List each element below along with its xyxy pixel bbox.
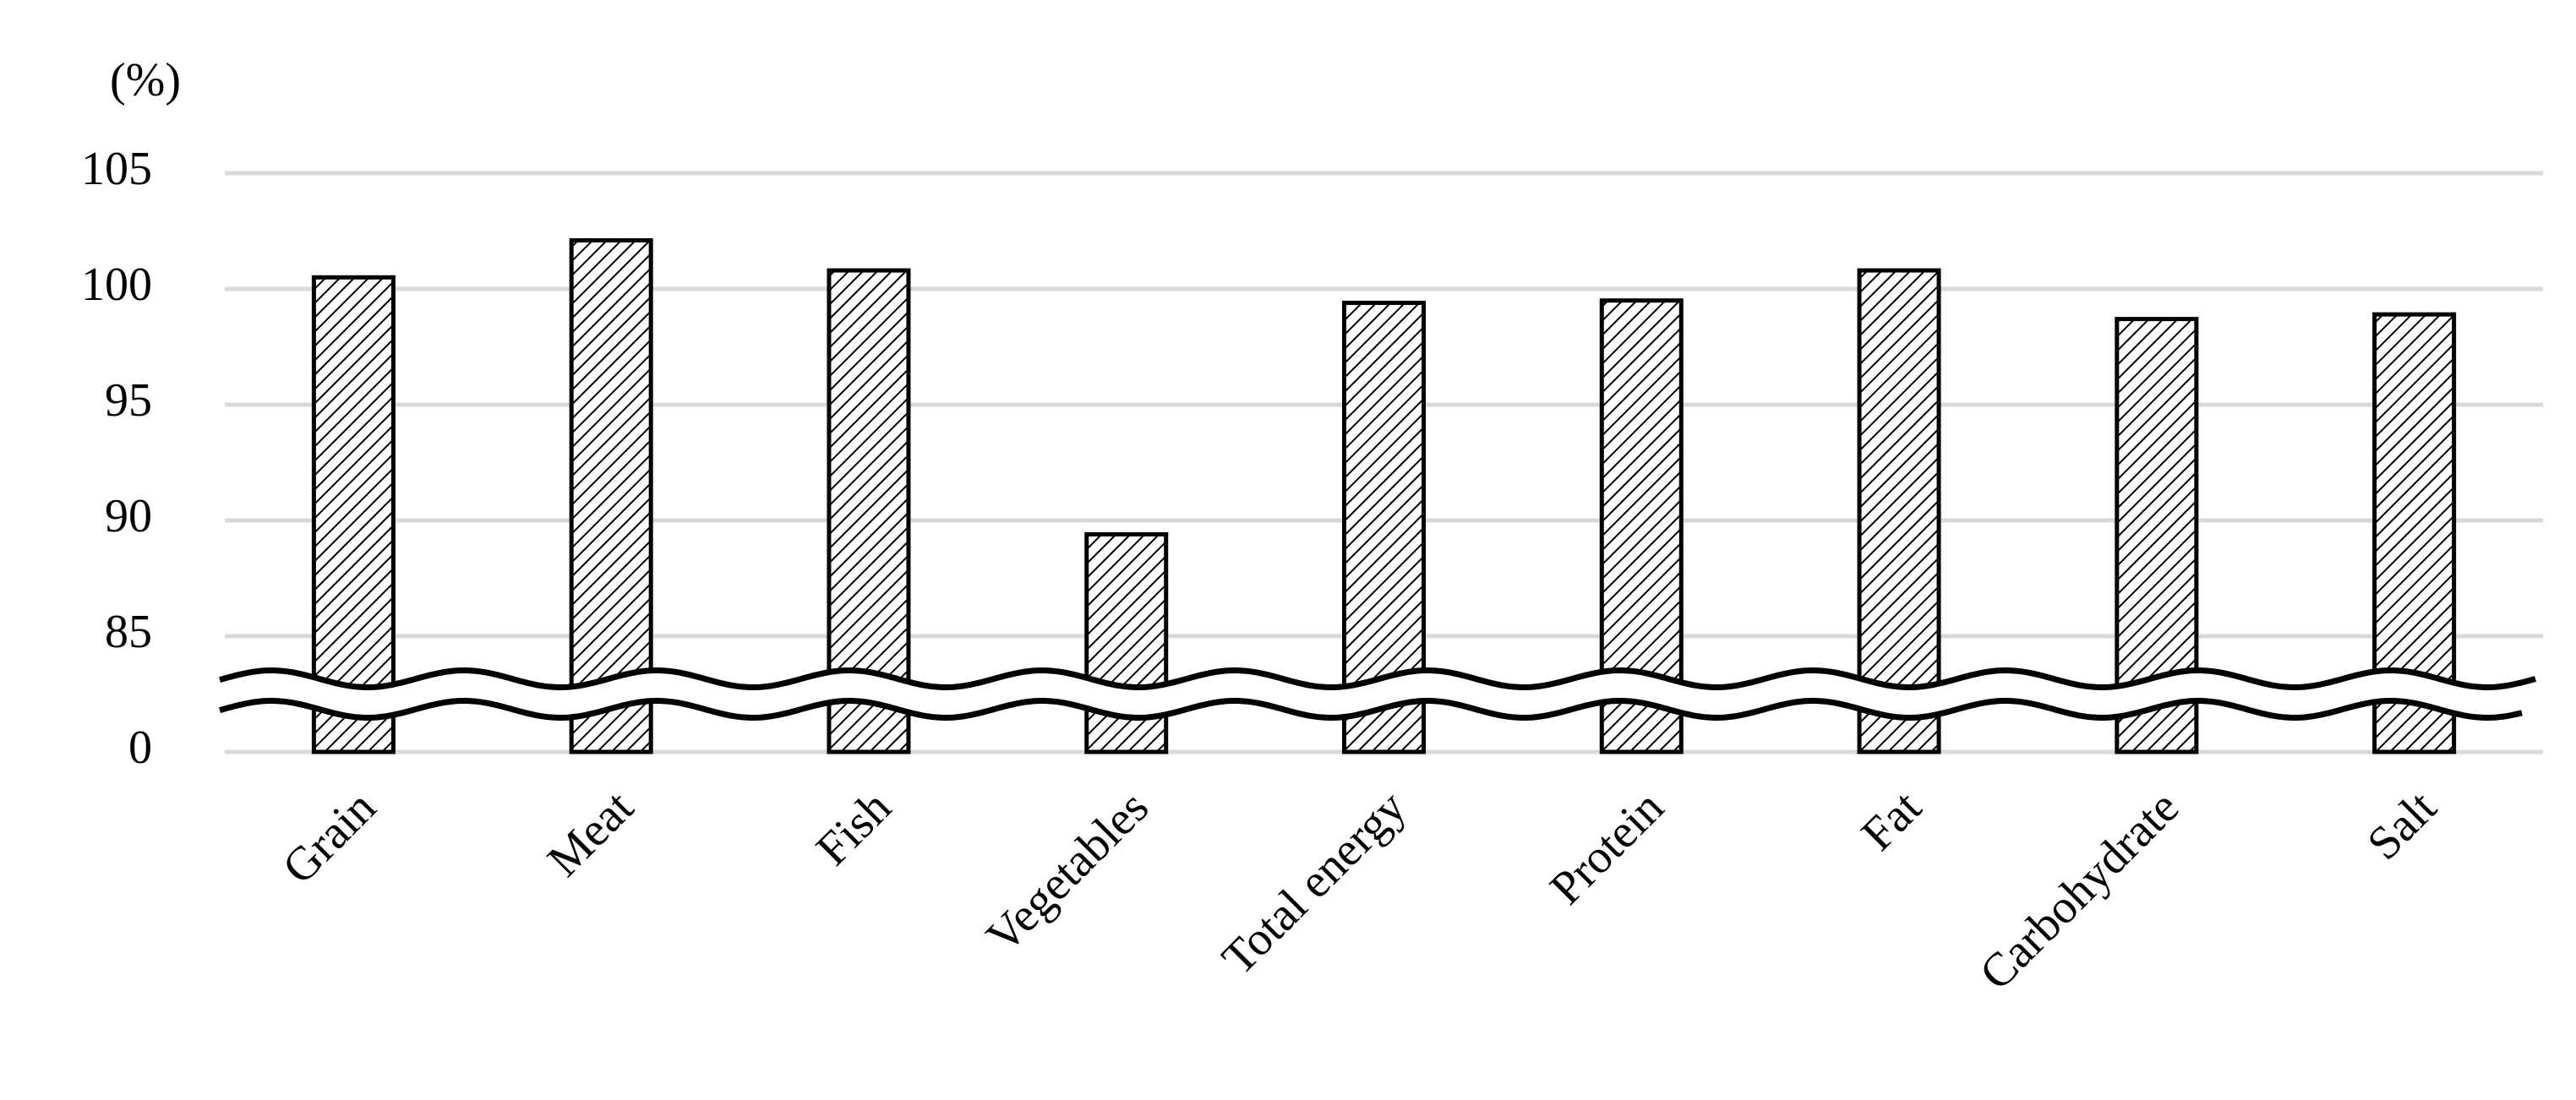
y-tick-label: 85 bbox=[105, 606, 152, 658]
y-tick-label: 105 bbox=[81, 143, 152, 195]
y-tick-label: 95 bbox=[105, 374, 152, 427]
x-tick-label: Carbohydrate bbox=[1970, 781, 2189, 999]
x-tick-label: Vegetables bbox=[977, 781, 1159, 962]
x-tick-label: Fat bbox=[1852, 781, 1932, 861]
y-tick-label: 90 bbox=[105, 490, 152, 542]
y-tick-label: 0 bbox=[128, 722, 152, 774]
x-tick-label: Protein bbox=[1540, 781, 1673, 914]
bar bbox=[569, 237, 653, 754]
x-tick-label: Meat bbox=[538, 781, 644, 887]
x-tick-label: Grain bbox=[273, 781, 386, 894]
y-axis-label: (%) bbox=[110, 54, 181, 106]
x-tick-label: Total energy bbox=[1212, 781, 1416, 985]
bar bbox=[1857, 268, 1941, 754]
x-tick-label: Fish bbox=[806, 781, 901, 875]
bar bbox=[311, 275, 396, 754]
x-tick-label: Salt bbox=[2357, 781, 2447, 870]
y-tick-label: 100 bbox=[81, 259, 152, 311]
axis-break-line bbox=[219, 698, 2523, 721]
axis-break-line bbox=[219, 667, 2536, 690]
